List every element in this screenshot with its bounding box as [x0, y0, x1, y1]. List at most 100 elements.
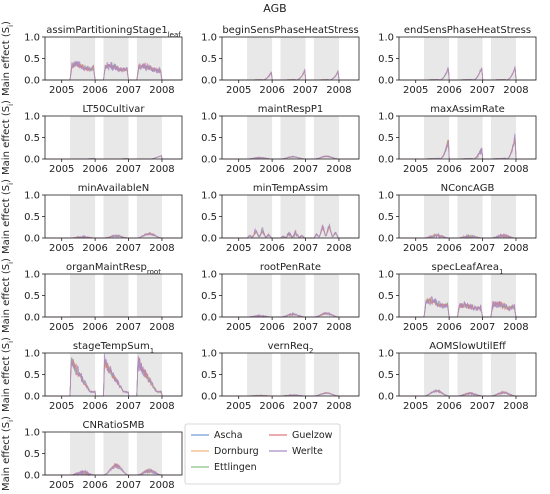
x-tick-label: 2005	[403, 243, 428, 254]
season-shade	[136, 432, 162, 475]
season-shade	[247, 116, 273, 159]
y-tick-label: 0.5	[201, 133, 217, 144]
season-shade	[280, 195, 306, 238]
x-tick-label: 2008	[149, 243, 174, 254]
y-tick-label: 0.0	[201, 234, 217, 245]
y-tick-label: 0.5	[378, 54, 394, 65]
x-tick-label: 2007	[116, 401, 141, 412]
season-shade	[280, 274, 306, 317]
season-shade	[490, 195, 516, 238]
x-tick-label: 2007	[470, 164, 495, 175]
panel-title-subscript: leaf	[168, 31, 182, 39]
x-tick-label: 2007	[116, 85, 141, 96]
season-shade	[70, 195, 96, 238]
x-tick-label: 2008	[503, 85, 528, 96]
y-tick-label: 1.0	[24, 112, 40, 123]
x-tick-label: 2006	[436, 243, 461, 254]
panel-title: CNRatioSMB	[83, 420, 145, 431]
y-tick-label: 1.0	[201, 33, 217, 44]
x-tick-label: 2006	[82, 164, 107, 175]
chart-panel: maxAssimRate 0.0 0.5 1.0 2005 2006 2007 2008	[378, 104, 537, 175]
y-tick-label: 1.0	[201, 349, 217, 360]
y-tick-label: 0.5	[24, 370, 40, 381]
legend: Ascha Dornburg Ettlingen Guelzow Werlte	[184, 423, 341, 485]
legend-label: Dornburg	[214, 446, 259, 457]
season-shade	[247, 37, 273, 80]
panel-title: NConcAGB	[441, 183, 495, 194]
y-axis-label: Main effect (Si)	[1, 416, 15, 491]
panel-title: maintRespP1	[258, 104, 324, 115]
y-axis-label-tail: )	[1, 258, 12, 262]
season-shade	[457, 274, 483, 317]
season-shade	[280, 37, 306, 80]
season-shade	[103, 37, 129, 80]
chart-panel: specLeafArea1 0.0 0.5 1.0 2005 2006 2007 2008	[378, 262, 537, 333]
panel-title-main: minTempAssim	[253, 183, 328, 194]
y-axis-label-main: Main effect (S	[1, 343, 12, 412]
season-shade	[136, 195, 162, 238]
x-tick-label: 2007	[293, 164, 318, 175]
x-tick-label: 2005	[226, 85, 251, 96]
x-tick-label: 2007	[470, 85, 495, 96]
season-shade	[70, 116, 96, 159]
panel-title-main: CNRatioSMB	[83, 420, 145, 431]
x-tick-label: 2005	[226, 164, 251, 175]
y-tick-label: 1.0	[378, 191, 394, 202]
season-shade	[136, 37, 162, 80]
y-tick-label: 0.0	[378, 392, 394, 403]
y-tick-label: 1.0	[378, 349, 394, 360]
y-tick-label: 1.0	[24, 270, 40, 281]
y-tick-label: 0.5	[378, 212, 394, 223]
panel-title: stageTempSum1	[73, 341, 154, 355]
panel-title-main: endSensPhaseHeatStress	[404, 25, 531, 36]
y-tick-label: 0.0	[24, 76, 40, 87]
panel-title-main: AOMSlowUtilEff	[429, 341, 507, 352]
season-shade	[490, 37, 516, 80]
chart-panel: beginSensPhaseHeatStress 0.0 0.5 1.0 2005 200…	[201, 25, 360, 96]
y-axis-label-subscript: i	[7, 262, 15, 264]
y-tick-label: 0.0	[24, 155, 40, 166]
x-tick-label: 2007	[470, 401, 495, 412]
y-axis-label-main: Main effect (S	[1, 27, 12, 96]
season-shade	[313, 37, 339, 80]
panel-title: maxAssimRate	[430, 104, 505, 115]
x-tick-label: 2008	[149, 480, 174, 491]
panel-title-main: assimPartitioningStage1	[46, 25, 167, 36]
chart-panel: maintRespP1 0.0 0.5 1.0 2005 2006 2007 2008	[201, 104, 360, 175]
x-tick-label: 2007	[293, 322, 318, 333]
y-tick-label: 0.5	[24, 54, 40, 65]
x-tick-label: 2005	[226, 243, 251, 254]
y-axis-label-tail: )	[1, 416, 12, 420]
x-tick-label: 2007	[470, 243, 495, 254]
chart-panel: vernReq2 0.0 0.5 1.0 2005 2006 2007 2008	[201, 341, 360, 412]
chart-panel: rootPenRate 0.0 0.5 1.0 2005 2006 2007 2008	[201, 262, 360, 333]
x-tick-label: 2006	[436, 85, 461, 96]
panel-title-subscript: 1	[499, 268, 503, 276]
x-tick-label: 2008	[326, 85, 351, 96]
y-tick-label: 0.0	[24, 313, 40, 324]
legend-label: Ascha	[214, 430, 243, 441]
x-tick-label: 2006	[259, 322, 284, 333]
panel-title-main: NConcAGB	[441, 183, 495, 194]
x-tick-label: 2008	[326, 164, 351, 175]
x-tick-label: 2008	[503, 401, 528, 412]
panel-title-main: stageTempSum	[73, 341, 150, 352]
panel-title: organMaintResproot	[66, 262, 161, 276]
x-tick-label: 2007	[293, 243, 318, 254]
x-tick-label: 2005	[49, 85, 74, 96]
season-shade	[424, 274, 450, 317]
panel-title: assimPartitioningStage1leaf	[46, 25, 181, 39]
season-shade	[136, 353, 162, 396]
panel-title-subscript: 2	[309, 347, 313, 355]
season-shade	[70, 432, 96, 475]
y-tick-label: 0.5	[24, 449, 40, 460]
season-shade	[313, 195, 339, 238]
y-axis-label-tail: )	[1, 21, 12, 25]
season-shade	[313, 116, 339, 159]
panel-title-main: beginSensPhaseHeatStress	[222, 25, 358, 36]
chart-panel: minTempAssim 0.0 0.5 1.0 2005 2006 2007 2008	[201, 183, 360, 254]
y-axis-label-subscript: i	[7, 341, 15, 343]
x-tick-label: 2008	[149, 85, 174, 96]
chart-panel: CNRatioSMB 0.0 0.5 1.0 2005 2006 2007 2008 Main …	[1, 416, 183, 491]
legend-box	[184, 423, 341, 485]
